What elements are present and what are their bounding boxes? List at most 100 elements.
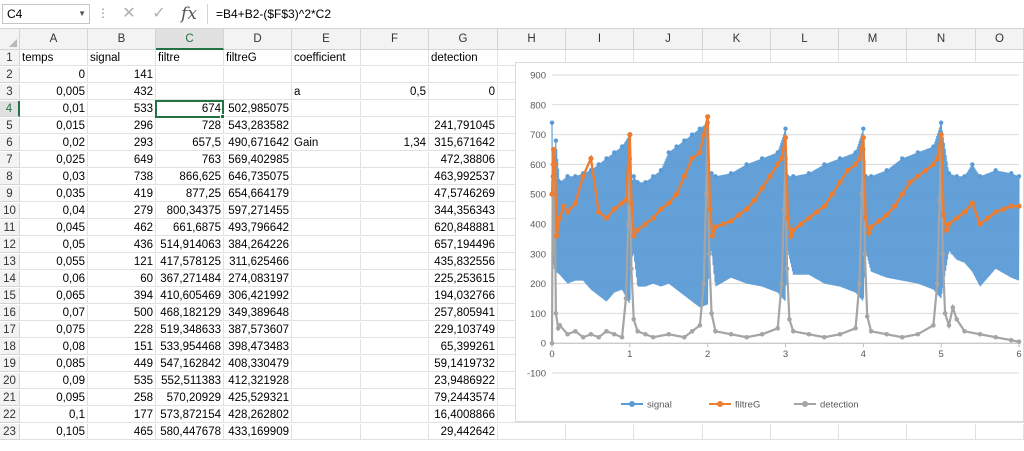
- cell-a15[interactable]: 0,065: [20, 288, 88, 304]
- cell-c23[interactable]: 580,447678: [156, 424, 224, 440]
- cell-e7[interactable]: [292, 152, 361, 168]
- cell-a14[interactable]: 0,06: [20, 271, 88, 287]
- cell-a6[interactable]: 0,02: [20, 135, 88, 151]
- cell-d2[interactable]: [224, 67, 292, 83]
- cell-b7[interactable]: 649: [88, 152, 156, 168]
- cell-e15[interactable]: [292, 288, 361, 304]
- cell-g6[interactable]: 315,671642: [429, 135, 498, 151]
- cell-g23[interactable]: 29,442642: [429, 424, 498, 440]
- row-header-15[interactable]: 15: [0, 288, 20, 304]
- cell-f4[interactable]: [361, 101, 429, 117]
- cell-c11[interactable]: 661,6875: [156, 220, 224, 236]
- cell-b18[interactable]: 151: [88, 339, 156, 355]
- cell-c2[interactable]: [156, 67, 224, 83]
- cell-d22[interactable]: 428,262802: [224, 407, 292, 423]
- cell-d4[interactable]: 502,985075: [224, 101, 292, 117]
- cell-e3[interactable]: a: [292, 84, 361, 100]
- cell-b4[interactable]: 533: [88, 101, 156, 117]
- cell-b17[interactable]: 228: [88, 322, 156, 338]
- cell-b12[interactable]: 436: [88, 237, 156, 253]
- row-header-2[interactable]: 2: [0, 67, 20, 83]
- cell-a17[interactable]: 0,075: [20, 322, 88, 338]
- column-header-b[interactable]: B: [88, 29, 156, 50]
- check-icon[interactable]: ✓: [152, 5, 166, 22]
- cell-d1[interactable]: filtreG: [224, 50, 292, 66]
- row-header-4[interactable]: 4: [0, 101, 20, 117]
- row-header-17[interactable]: 17: [0, 322, 20, 338]
- cell-e14[interactable]: [292, 271, 361, 287]
- cell-d6[interactable]: 490,671642: [224, 135, 292, 151]
- column-header-d[interactable]: D: [224, 29, 292, 50]
- cell-c20[interactable]: 552,511383: [156, 373, 224, 389]
- cell-c18[interactable]: 533,954468: [156, 339, 224, 355]
- fill-handle[interactable]: [220, 114, 225, 119]
- cell-c14[interactable]: 367,271484: [156, 271, 224, 287]
- row-header-22[interactable]: 22: [0, 407, 20, 423]
- cell-g10[interactable]: 344,356343: [429, 203, 498, 219]
- cell-g8[interactable]: 463,992537: [429, 169, 498, 185]
- cell-c21[interactable]: 570,20929: [156, 390, 224, 406]
- cell-m23[interactable]: [839, 424, 907, 440]
- cell-a10[interactable]: 0,04: [20, 203, 88, 219]
- cell-i23[interactable]: [566, 424, 634, 440]
- cell-b8[interactable]: 738: [88, 169, 156, 185]
- cell-a4[interactable]: 0,01: [20, 101, 88, 117]
- row-header-8[interactable]: 8: [0, 169, 20, 185]
- cell-d20[interactable]: 412,321928: [224, 373, 292, 389]
- cell-e6[interactable]: Gain: [292, 135, 361, 151]
- cell-f22[interactable]: [361, 407, 429, 423]
- cell-e18[interactable]: [292, 339, 361, 355]
- cell-g22[interactable]: 16,4008866: [429, 407, 498, 423]
- cell-b23[interactable]: 465: [88, 424, 156, 440]
- cell-f15[interactable]: [361, 288, 429, 304]
- column-header-m[interactable]: M: [839, 29, 907, 50]
- cell-d9[interactable]: 654,664179: [224, 186, 292, 202]
- cell-c7[interactable]: 763: [156, 152, 224, 168]
- column-header-o[interactable]: O: [976, 29, 1024, 50]
- line-chart[interactable]: -100 0 100 200 300 400 500 600 700 800 900 0 1 2 3 4 5 6 s…: [515, 62, 1024, 422]
- cell-f3[interactable]: 0,5: [361, 84, 429, 100]
- chevron-down-icon[interactable]: ▼: [78, 9, 86, 18]
- row-header-7[interactable]: 7: [0, 152, 20, 168]
- cell-g4[interactable]: [429, 101, 498, 117]
- row-header-11[interactable]: 11: [0, 220, 20, 236]
- cell-f6[interactable]: 1,34: [361, 135, 429, 151]
- cell-e2[interactable]: [292, 67, 361, 83]
- cell-g12[interactable]: 657,194496: [429, 237, 498, 253]
- cell-b9[interactable]: 419: [88, 186, 156, 202]
- cell-b19[interactable]: 449: [88, 356, 156, 372]
- cell-b10[interactable]: 279: [88, 203, 156, 219]
- row-header-1[interactable]: 1: [0, 50, 20, 66]
- cell-e4[interactable]: [292, 101, 361, 117]
- cell-f13[interactable]: [361, 254, 429, 270]
- column-header-l[interactable]: L: [771, 29, 839, 50]
- cell-g19[interactable]: 59,1419732: [429, 356, 498, 372]
- cell-h23[interactable]: [498, 424, 566, 440]
- cell-c5[interactable]: 728: [156, 118, 224, 134]
- row-header-21[interactable]: 21: [0, 390, 20, 406]
- cell-a3[interactable]: 0,005: [20, 84, 88, 100]
- column-header-j[interactable]: J: [634, 29, 703, 50]
- insert-function-icon[interactable]: fx: [181, 4, 197, 24]
- cell-a8[interactable]: 0,03: [20, 169, 88, 185]
- cell-b22[interactable]: 177: [88, 407, 156, 423]
- cell-e11[interactable]: [292, 220, 361, 236]
- cell-a1[interactable]: temps: [20, 50, 88, 66]
- cell-d16[interactable]: 349,389648: [224, 305, 292, 321]
- row-header-9[interactable]: 9: [0, 186, 20, 202]
- cell-d14[interactable]: 274,083197: [224, 271, 292, 287]
- row-header-18[interactable]: 18: [0, 339, 20, 355]
- row-header-23[interactable]: 23: [0, 424, 20, 440]
- cell-e23[interactable]: [292, 424, 361, 440]
- cell-d3[interactable]: [224, 84, 292, 100]
- cell-g11[interactable]: 620,848881: [429, 220, 498, 236]
- cell-f5[interactable]: [361, 118, 429, 134]
- column-header-n[interactable]: N: [907, 29, 976, 50]
- cell-a19[interactable]: 0,085: [20, 356, 88, 372]
- cell-e1[interactable]: coefficient: [292, 50, 361, 66]
- cell-g18[interactable]: 65,399261: [429, 339, 498, 355]
- cell-c17[interactable]: 519,348633: [156, 322, 224, 338]
- cell-f14[interactable]: [361, 271, 429, 287]
- cell-a5[interactable]: 0,015: [20, 118, 88, 134]
- cell-c4[interactable]: 674: [156, 101, 224, 117]
